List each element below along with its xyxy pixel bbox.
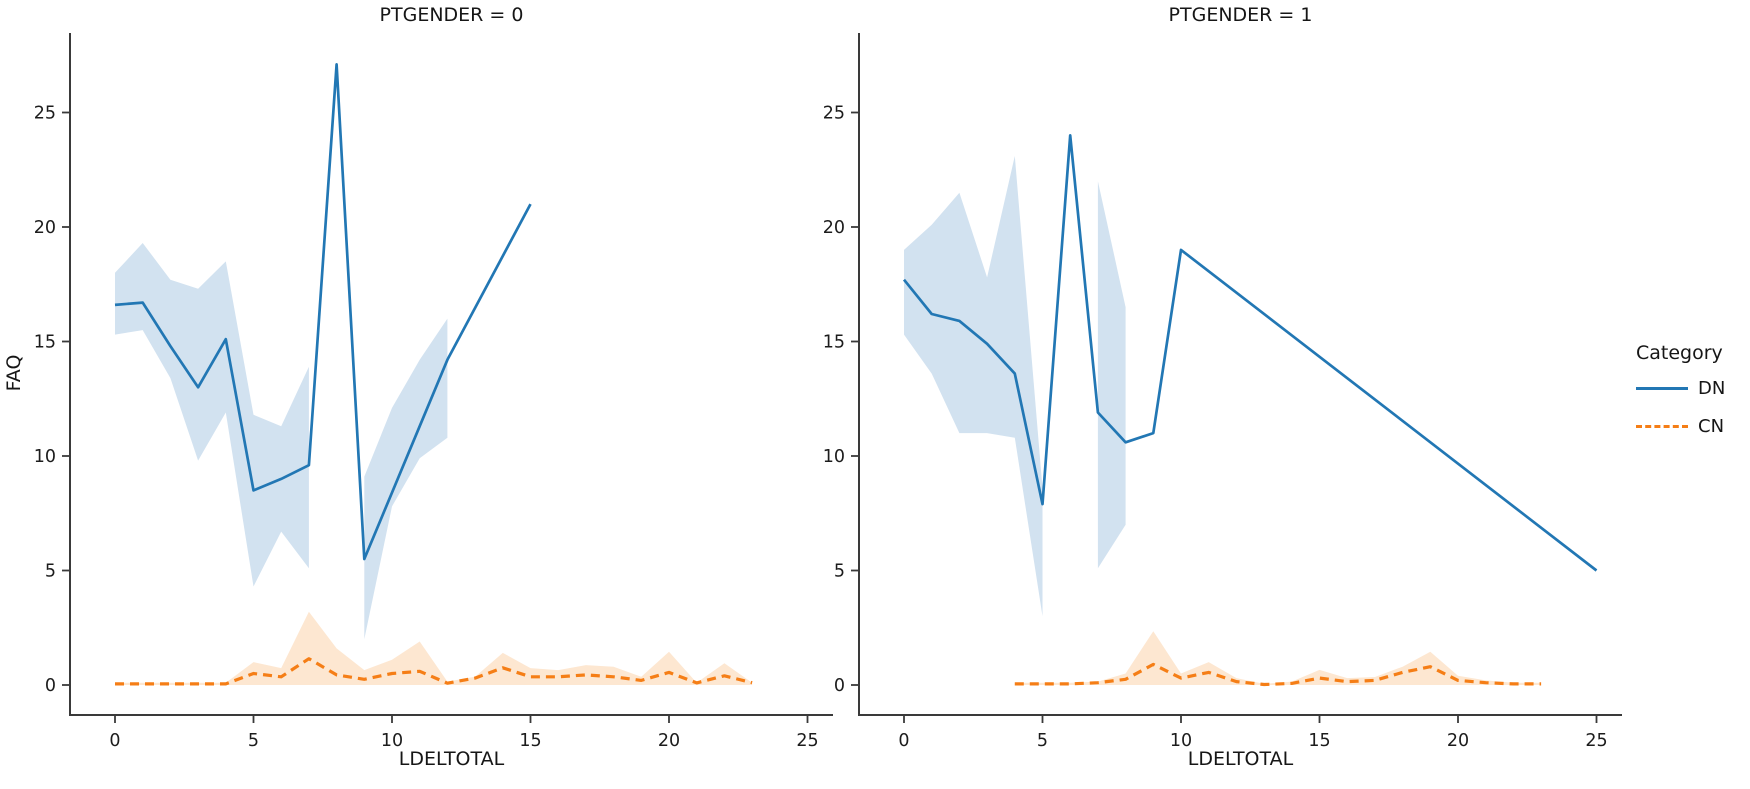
cn-line — [115, 657, 753, 686]
y-tick-label: 20 — [823, 218, 845, 238]
y-tick-label: 10 — [34, 447, 56, 467]
y-axis-label: FAQ — [3, 354, 25, 392]
y-tick-label: 15 — [823, 333, 845, 353]
legend-entry-cn: CN — [1636, 416, 1748, 437]
dn-line-swatch-icon — [1636, 387, 1688, 390]
y-tick-label: 0 — [45, 676, 56, 696]
x-axis-label-left: LDELTOTAL — [398, 748, 505, 770]
legend-title: Category — [1636, 342, 1723, 364]
dn-line — [902, 134, 1598, 572]
y-tick-label: 20 — [34, 218, 56, 238]
facet-0: 0 5 10 15 20 25 0 5 10 15 20 25 — [34, 33, 833, 751]
dn-confidence-band — [364, 318, 448, 640]
y-tick-label: 25 — [823, 104, 845, 124]
dn-confidence-band — [904, 156, 1043, 617]
facet-title-left: PTGENDER = 0 — [379, 4, 524, 26]
x-tick-label: 20 — [658, 731, 680, 751]
facet-title-right: PTGENDER = 1 — [1168, 4, 1313, 26]
x-tick-label: 5 — [1037, 731, 1048, 751]
y-tick-label: 10 — [823, 447, 845, 467]
x-tick-label: 25 — [796, 731, 818, 751]
cn-confidence-band — [115, 611, 753, 685]
x-tick-label: 0 — [109, 731, 120, 751]
x-tick-label: 15 — [519, 731, 541, 751]
y-tick-label: 5 — [45, 562, 56, 582]
x-tick-label: 10 — [1170, 731, 1192, 751]
y-tick-label: 25 — [34, 104, 56, 124]
legend-label-cn: CN — [1698, 416, 1725, 437]
axes-spines — [858, 33, 1622, 716]
x-tick-label: 15 — [1308, 731, 1330, 751]
x-tick-label: 10 — [381, 731, 403, 751]
dn-confidence-band — [1097, 181, 1126, 569]
dn-line — [114, 63, 532, 561]
y-tick-label: 5 — [834, 562, 845, 582]
x-tick-label: 20 — [1447, 731, 1469, 751]
x-axis-label-right: LDELTOTAL — [1187, 748, 1294, 770]
axes-spines — [69, 33, 833, 716]
x-tick-label: 0 — [898, 731, 909, 751]
cn-confidence-band — [1014, 631, 1542, 685]
facet-1: 0 5 10 15 20 25 0 5 10 15 20 25 — [823, 33, 1622, 751]
legend-label-dn: DN — [1698, 378, 1726, 399]
legend: Category DN CN — [1636, 342, 1748, 454]
y-tick-label: 15 — [34, 333, 56, 353]
x-tick-label: 5 — [248, 731, 259, 751]
x-tick-label: 25 — [1585, 731, 1607, 751]
legend-entry-dn: DN — [1636, 378, 1748, 399]
cn-line — [1014, 662, 1542, 687]
y-tick-label: 0 — [834, 676, 845, 696]
dn-confidence-band — [115, 243, 309, 587]
cn-line-swatch-icon — [1636, 425, 1688, 428]
